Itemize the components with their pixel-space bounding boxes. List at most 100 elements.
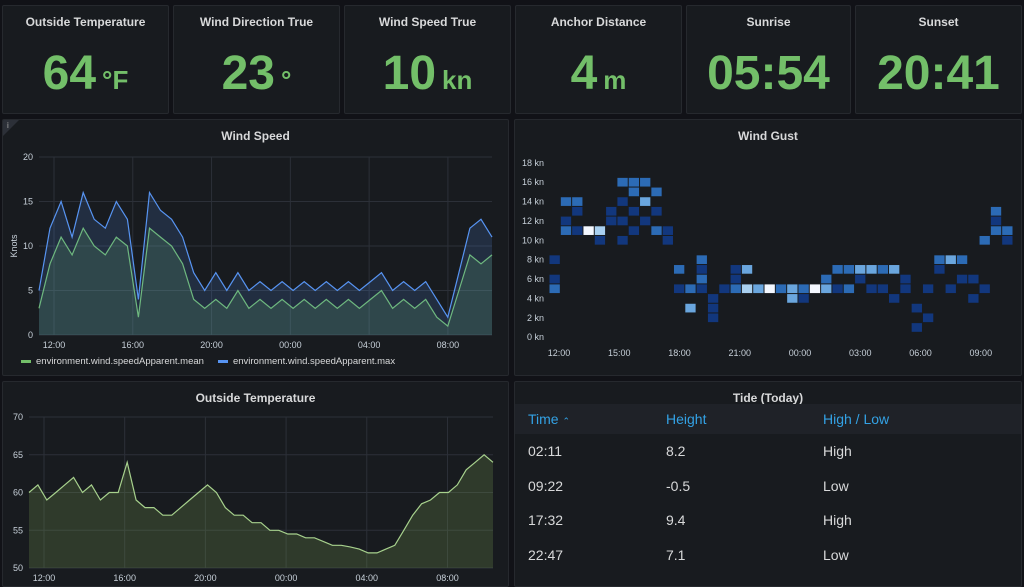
cell-height: 8.2	[666, 443, 686, 460]
y-tick-label: 70	[13, 412, 23, 422]
panel-title: Anchor Distance	[550, 15, 647, 29]
stat-panel-wind-direction[interactable]: Wind Direction True 23 °	[173, 5, 340, 114]
tide-table-panel[interactable]: Tide (Today) Time ⌃ Height High / Low 02…	[514, 381, 1022, 587]
info-icon[interactable]: i	[3, 120, 19, 136]
stat-panel-wind-speed[interactable]: Wind Speed True 10 kn	[344, 5, 511, 114]
cell-time: 02:11	[528, 443, 562, 460]
y-axis-label: Knots	[9, 234, 19, 258]
heatmap-cell	[877, 284, 889, 294]
heatmap-cell	[855, 274, 866, 284]
heatmap-cell	[673, 265, 685, 274]
heatmap-cell	[617, 197, 628, 206]
table-row: 22:47 7.1 Low	[515, 538, 1021, 573]
heatmap-cell	[594, 226, 606, 235]
heatmap-cell	[617, 216, 628, 226]
heatmap-cell	[866, 284, 877, 294]
heatmap-cell	[560, 226, 572, 235]
y-tick-label: 18 kn	[522, 158, 544, 168]
y-tick-label: 60	[13, 488, 23, 498]
panel-title: Sunset	[918, 15, 959, 29]
heatmap-cell	[685, 284, 696, 294]
cell-time: 09:22	[528, 477, 564, 494]
heatmap-cell	[707, 313, 719, 323]
stat-value: 10 kn	[382, 47, 473, 100]
heatmap-cell	[651, 187, 662, 197]
heatmap-cell	[911, 303, 922, 313]
table-row: 17:32 9.4 High	[515, 503, 1021, 538]
heatmap-cell	[617, 235, 628, 245]
heatmap-cell	[753, 284, 764, 294]
heatmap-cell	[922, 313, 934, 323]
y-tick-label: 12 kn	[522, 216, 544, 226]
y-tick-label: 10 kn	[522, 235, 544, 245]
cell-height: -0.5	[666, 477, 691, 494]
heatmap-cell	[877, 265, 889, 274]
cell-high-low: High	[823, 443, 852, 460]
heatmap-cell	[617, 177, 628, 187]
panel-title: Outside Temperature	[25, 15, 146, 29]
heatmap-cell	[741, 284, 753, 294]
heatmap-cell	[594, 235, 606, 245]
heatmap-cell	[934, 265, 945, 274]
heatmap-cell	[764, 284, 775, 294]
x-tick-label: 21:00	[729, 348, 752, 358]
wind-gust-heatmap: 0 kn 2 kn 4 kn 6 kn 8 kn 10 kn 12 kn 14 kn 16 kn…	[522, 158, 1013, 358]
heatmap-cell	[651, 226, 662, 235]
y-tick-label: 8 kn	[527, 255, 544, 265]
x-tick-label: 12:00	[43, 340, 66, 350]
heatmap-cell	[1002, 235, 1013, 245]
tide-table: Time ⌃ Height High / Low 02:11 8.2 High 09…	[515, 404, 1021, 572]
outside-temperature-panel[interactable]: Outside Temperature 50 55 60 65 70 12:00 16:00…	[2, 381, 509, 587]
wind-gust-panel[interactable]: Wind Gust 0 kn 2 kn 4 kn 6 kn 8 kn 10 kn 12 kn…	[514, 119, 1022, 376]
panel-title: Sunrise	[746, 15, 791, 29]
heatmap-cell	[730, 284, 741, 294]
column-header-height[interactable]: Height	[653, 404, 810, 434]
heatmap-cell	[696, 255, 707, 265]
y-tick-label: 20	[23, 152, 33, 162]
heatmap-cell	[549, 274, 560, 284]
y-tick-label: 50	[13, 563, 23, 573]
heatmap-cell	[560, 197, 572, 206]
heatmap-cell	[922, 284, 934, 294]
legend-item-max[interactable]: environment.wind.speedApparent.max	[217, 356, 395, 367]
series-area	[39, 192, 492, 335]
column-header-time[interactable]: Time ⌃	[515, 404, 653, 434]
heatmap-cell	[606, 216, 617, 226]
y-tick-label: 55	[13, 525, 23, 535]
x-tick-label: 18:00	[668, 348, 691, 358]
heatmap-cell	[572, 197, 583, 206]
outside-temperature-chart: 50 55 60 65 70 12:00 16:00 20:00 00:00 04:00 08:00	[13, 412, 494, 583]
column-header-high-low[interactable]: High / Low	[810, 404, 1021, 434]
wind-speed-chart: 0 5 10 15 20 12:00 16:00 20:00 00:00 04:00 08:00 Kn…	[9, 152, 493, 350]
cell-high-low: High	[823, 512, 852, 529]
x-tick-label: 06:00	[909, 348, 932, 358]
heatmap-cell	[662, 226, 673, 235]
series-area	[39, 228, 492, 335]
table-row: 09:22 -0.5 Low	[515, 469, 1021, 504]
heatmap-cell	[889, 265, 900, 274]
heatmap-cell	[945, 255, 956, 265]
y-tick-label: 4 kn	[527, 293, 544, 303]
stat-panel-outside-temperature[interactable]: Outside Temperature 64 °F	[2, 5, 169, 114]
heatmap-cell	[990, 216, 1002, 226]
stat-panel-sunset[interactable]: Sunset 20:41	[855, 5, 1022, 114]
heatmap-cell	[889, 294, 900, 303]
x-tick-label: 08:00	[437, 340, 460, 350]
heatmap-cell	[968, 274, 979, 284]
wind-speed-panel[interactable]: i Wind Speed 0 5 10 15 20 12:00 16:00 20:00 00:0…	[2, 119, 509, 376]
heatmap-cell	[900, 284, 911, 294]
heatmap-cell	[651, 206, 662, 216]
heatmap-cell	[640, 177, 651, 187]
panel-title: Wind Direction True	[199, 15, 314, 29]
legend-item-mean[interactable]: environment.wind.speedApparent.mean	[21, 356, 204, 367]
heatmap-cell	[809, 284, 821, 294]
heatmap-cell	[843, 284, 855, 294]
heatmap-cell	[741, 265, 753, 274]
stat-panel-sunrise[interactable]: Sunrise 05:54	[686, 5, 851, 114]
heatmap-cell	[719, 284, 730, 294]
x-tick-label: 03:00	[849, 348, 872, 358]
x-tick-label: 09:00	[970, 348, 993, 358]
heatmap-cell	[628, 226, 640, 235]
